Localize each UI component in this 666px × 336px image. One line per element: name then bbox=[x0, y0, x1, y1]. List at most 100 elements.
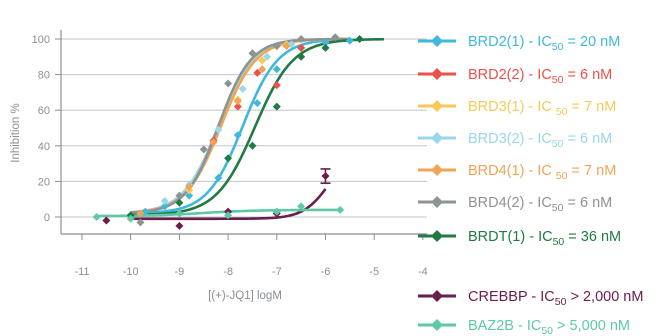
point-CREBBP-1 bbox=[175, 221, 184, 230]
point-BRD2(1)-2 bbox=[185, 191, 194, 200]
grid-lines bbox=[61, 38, 427, 218]
legend-value: = 6 nM bbox=[563, 131, 612, 147]
point-BRD3(1)-3 bbox=[258, 56, 267, 65]
legend-label-BRD3(2): BRD3(2) - IC50 = 6 nM bbox=[468, 131, 612, 150]
legend-subscript: 50 bbox=[553, 236, 565, 248]
legend-subscript: 50 bbox=[552, 202, 564, 214]
point-BRD3(2)-0 bbox=[160, 196, 169, 205]
y-ticks: 0 20 40 60 80 100 bbox=[32, 34, 61, 224]
x-tick-label--4: -4 bbox=[418, 266, 428, 278]
point-CREBBP-0 bbox=[102, 216, 111, 225]
legend-marker-BRD2(1) bbox=[431, 35, 443, 47]
legend-label-BRD4(1): BRD4(1) - IC 50 = 7 nM bbox=[468, 163, 616, 182]
legend-subscript: 50 bbox=[556, 106, 568, 118]
legend-prefix: BRD3(2) - IC bbox=[468, 131, 552, 147]
x-tick-label--10: -10 bbox=[123, 266, 139, 278]
legend-label-BRD4(2): BRD4(2) - IC50 = 6 nM bbox=[468, 195, 612, 214]
point-BRD4(1)-4 bbox=[258, 65, 267, 74]
point-BRDT(1)-4 bbox=[272, 102, 281, 111]
point-BRD3(2)-2 bbox=[214, 125, 223, 134]
legend-prefix: BRD4(1) - IC bbox=[468, 163, 556, 179]
axes bbox=[60, 30, 427, 235]
point-BRD4(1)-3 bbox=[233, 97, 242, 106]
legend-subscript: 50 bbox=[555, 296, 567, 308]
point-BRD4(2)-6 bbox=[297, 35, 306, 43]
legend-value: = 7 nM bbox=[568, 163, 617, 179]
point-BRD3(2)-4 bbox=[263, 52, 272, 61]
legend-value: = 6 nM bbox=[563, 67, 612, 83]
point-BRD4(2)-5 bbox=[272, 42, 281, 51]
legend-marker-CREBBP bbox=[431, 290, 443, 302]
point-BRD4(2)-7 bbox=[331, 33, 340, 42]
fit-curves bbox=[96, 37, 384, 221]
curve-BRD4(2) bbox=[130, 37, 350, 214]
curve-BRDT(1) bbox=[130, 37, 384, 217]
point-BRD2(1)-4 bbox=[233, 131, 242, 140]
legend-label-CREBBP: CREBBP - IC50 > 2,000 nM bbox=[468, 289, 643, 308]
curve-BRD4(1) bbox=[130, 37, 350, 214]
point-BAZ2B-6 bbox=[336, 205, 345, 214]
point-BAZ2B-1 bbox=[126, 214, 135, 223]
curve-BRD3(1) bbox=[130, 37, 350, 214]
y-tick-label-20: 20 bbox=[38, 176, 50, 188]
y-tick-label-0: 0 bbox=[44, 212, 50, 224]
point-BRD2(2)-4 bbox=[297, 43, 306, 52]
point-BRD2(2)-2 bbox=[253, 68, 262, 77]
legend-subscript: 50 bbox=[552, 41, 564, 53]
point-BRD2(1)-5 bbox=[253, 99, 262, 108]
legend-label-BRD2(1): BRD2(1) - IC50 = 20 nM bbox=[468, 34, 620, 53]
y-tick-label-80: 80 bbox=[38, 70, 50, 82]
legend-value: = 20 nM bbox=[563, 34, 620, 50]
point-BRD4(1)-5 bbox=[282, 42, 291, 51]
legend-value: > 2,000 nM bbox=[566, 289, 643, 305]
point-BAZ2B-2 bbox=[175, 209, 184, 218]
legend-marker-BRD3(2) bbox=[431, 132, 443, 144]
point-BRDT(1)-3 bbox=[248, 141, 257, 150]
legend-marker-BRD4(1) bbox=[431, 164, 443, 176]
legend-marker-BRD2(2) bbox=[431, 68, 443, 80]
legend-subscript: 50 bbox=[541, 325, 553, 336]
point-BRDT(1)-2 bbox=[224, 154, 233, 163]
point-BRD4(2)-0 bbox=[136, 218, 145, 227]
point-BRD4(2)-2 bbox=[199, 145, 208, 154]
data-points bbox=[92, 33, 364, 230]
legend-value: = 6 nM bbox=[563, 195, 612, 211]
legend-value: = 36 nM bbox=[564, 229, 621, 245]
legend-subscript: 50 bbox=[552, 138, 564, 150]
x-tick-label--6: -6 bbox=[321, 266, 331, 278]
y-axis-title: Inhibition % bbox=[10, 103, 22, 162]
point-BRD4(1)-1 bbox=[185, 182, 194, 191]
x-tick-label--5: -5 bbox=[369, 266, 379, 278]
point-BRD3(2)-3 bbox=[238, 84, 247, 93]
legend-prefix: BRD2(1) - IC bbox=[468, 34, 552, 50]
point-BRD4(2)-4 bbox=[248, 49, 257, 58]
curve-BRD2(1) bbox=[130, 38, 350, 215]
point-BRD2(1)-9 bbox=[345, 36, 354, 45]
legend-prefix: BRD4(2) - IC bbox=[468, 195, 552, 211]
x-tick-label--11: -11 bbox=[74, 266, 89, 278]
legend-label-BAZ2B: BAZ2B - IC50 > 5,000 nM bbox=[468, 318, 630, 336]
curve-BRD3(2) bbox=[130, 37, 350, 214]
legend-marker-BRD4(2) bbox=[431, 196, 443, 208]
error-bars bbox=[320, 168, 331, 184]
legend-value: > 5,000 nM bbox=[553, 318, 630, 334]
x-ticks: -11 -10 -9 -8 -7 -6 -5 -4 bbox=[74, 234, 428, 278]
legend-prefix: BAZ2B - IC bbox=[468, 318, 541, 334]
y-tick-label-60: 60 bbox=[38, 105, 50, 117]
point-BAZ2B-3 bbox=[224, 211, 233, 220]
y-tick-label-100: 100 bbox=[32, 34, 50, 46]
point-BRD4(1)-0 bbox=[136, 209, 145, 218]
point-BRDT(1)-7 bbox=[355, 35, 364, 43]
point-BRD4(2)-1 bbox=[175, 191, 184, 200]
point-BRD2(1)-3 bbox=[214, 173, 223, 182]
point-BAZ2B-4 bbox=[272, 207, 281, 216]
x-axis-title: [(+)-JQ1] logM bbox=[208, 290, 282, 302]
legend-subscript: 50 bbox=[556, 170, 568, 182]
legend-prefix: BRDT(1) - IC bbox=[468, 229, 553, 245]
curve-BAZ2B bbox=[96, 208, 341, 218]
point-BAZ2B-0 bbox=[92, 213, 101, 221]
legend-label-BRD3(1): BRD3(1) - IC 50 = 7 nM bbox=[468, 99, 616, 118]
legend-marker-BRDT(1) bbox=[431, 230, 443, 242]
point-BRDT(1)-1 bbox=[175, 198, 184, 207]
